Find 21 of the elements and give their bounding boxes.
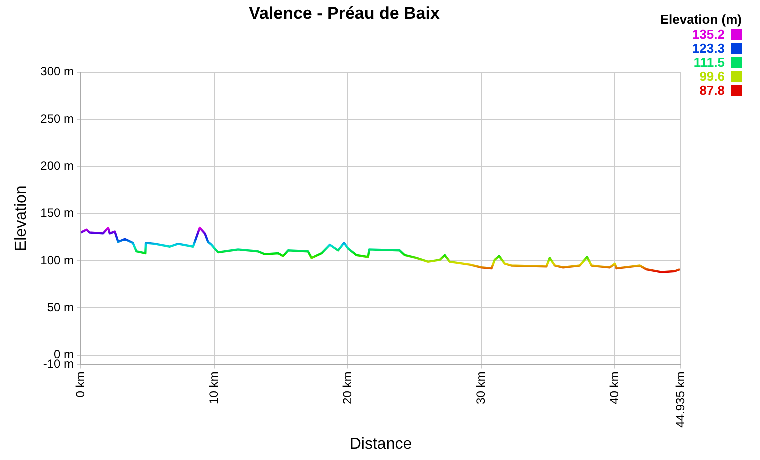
x-tick-label: 44.935 km xyxy=(673,372,688,428)
y-tick-label: 150 m xyxy=(40,206,74,220)
x-tick-label: 30 km xyxy=(474,372,488,404)
color-bar-title: Elevation (m) xyxy=(660,12,742,27)
color-bar-label: 123.3 xyxy=(692,41,725,56)
x-tick-label: 0 km xyxy=(73,372,88,398)
y-tick-label: 100 m xyxy=(40,253,74,268)
x-axis-title: Distance xyxy=(350,436,412,453)
x-tick-label: 10 km xyxy=(206,372,221,404)
color-bar-label: 111.5 xyxy=(694,55,725,70)
color-bar-label: 99.6 xyxy=(700,69,725,84)
color-bar-label: 87.8 xyxy=(700,83,725,98)
x-tick-label: 40 km xyxy=(607,372,622,404)
y-tick-label: 300 m xyxy=(40,64,74,79)
color-bar-label: 135.2 xyxy=(692,27,725,42)
y-tick-label: 50 m xyxy=(47,300,74,314)
y-tick-label: 200 m xyxy=(40,159,74,174)
x-tick-label: 20 km xyxy=(340,372,354,404)
y-axis-title: Elevation xyxy=(13,186,30,252)
chart-title: Valence - Préau de Baix xyxy=(249,4,440,23)
y-tick-label: 250 m xyxy=(40,112,74,126)
